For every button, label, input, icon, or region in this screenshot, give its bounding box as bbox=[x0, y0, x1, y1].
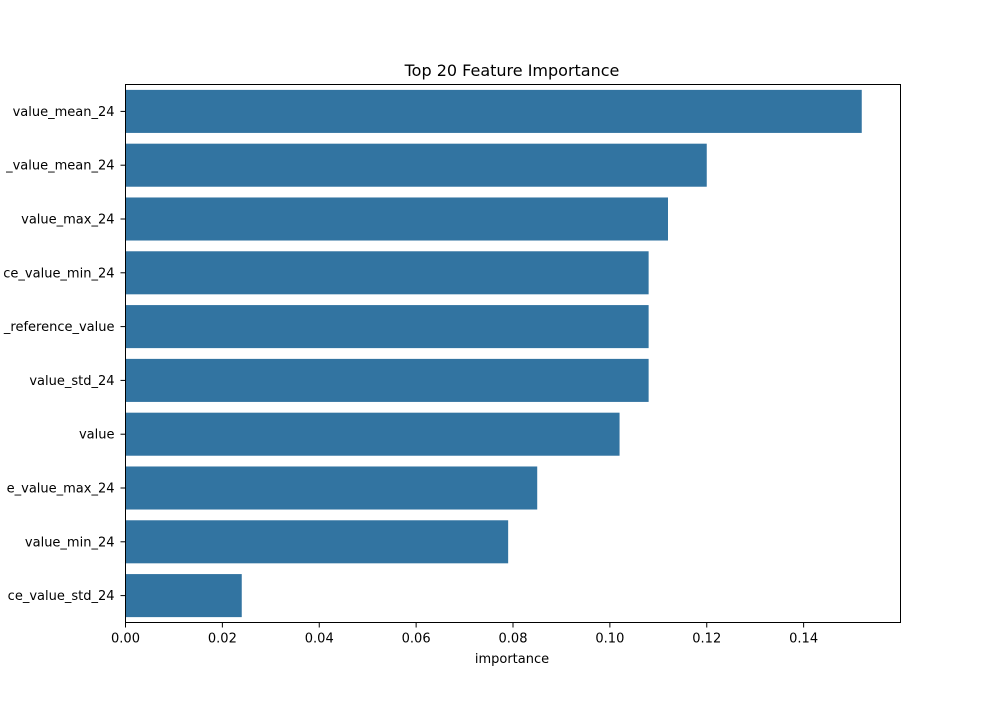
bars-group bbox=[125, 89, 862, 618]
x-tick-label: 0.12 bbox=[692, 632, 721, 647]
plot-frame bbox=[125, 84, 901, 623]
x-tick-label: 0.04 bbox=[305, 632, 334, 647]
bar-reference-value bbox=[125, 305, 649, 349]
bar-value-mean-24 bbox=[125, 143, 707, 187]
x-tick-label: 0.00 bbox=[111, 632, 140, 647]
x-tick-label: 0.06 bbox=[402, 632, 431, 647]
chart-title: Top 20 Feature Importance bbox=[404, 61, 620, 80]
y-tick-label: value_max_24 bbox=[21, 213, 114, 228]
bar-e-value-max-24 bbox=[125, 466, 538, 510]
bar-value-std-24 bbox=[125, 358, 649, 402]
y-tick-label: value_std_24 bbox=[29, 374, 114, 389]
x-tick-label: 0.10 bbox=[595, 632, 624, 647]
bar-ce-value-min-24 bbox=[125, 251, 649, 295]
bar-value-mean-24 bbox=[125, 89, 862, 133]
x-tick-label: 0.08 bbox=[499, 632, 528, 647]
bar-value-max-24 bbox=[125, 197, 668, 241]
y-tick-label: ce_value_std_24 bbox=[8, 589, 115, 604]
bar-value bbox=[125, 412, 620, 456]
x-axis-label: importance bbox=[475, 652, 549, 667]
bar-ce-value-std-24 bbox=[125, 574, 242, 618]
x-tick-label: 0.14 bbox=[789, 632, 818, 647]
y-tick-label: e_value_max_24 bbox=[7, 482, 115, 497]
y-tick-label: value_mean_24 bbox=[13, 105, 115, 120]
y-tick-label: _value_mean_24 bbox=[5, 159, 114, 174]
y-tick-label: value bbox=[79, 428, 115, 443]
x-axis-ticks: 0.00 0.02 0.04 0.06 0.08 0.10 0.12 0.14 bbox=[111, 622, 818, 647]
y-tick-label: _reference_value bbox=[3, 320, 115, 335]
y-tick-label: value_min_24 bbox=[25, 535, 115, 550]
x-tick-label: 0.02 bbox=[208, 632, 237, 647]
bar-value-min-24 bbox=[125, 520, 509, 564]
y-axis-ticks: value_mean_24 _value_mean_24 value_max_24c… bbox=[3, 105, 126, 604]
y-tick-label: ce_value_min_24 bbox=[3, 266, 114, 281]
